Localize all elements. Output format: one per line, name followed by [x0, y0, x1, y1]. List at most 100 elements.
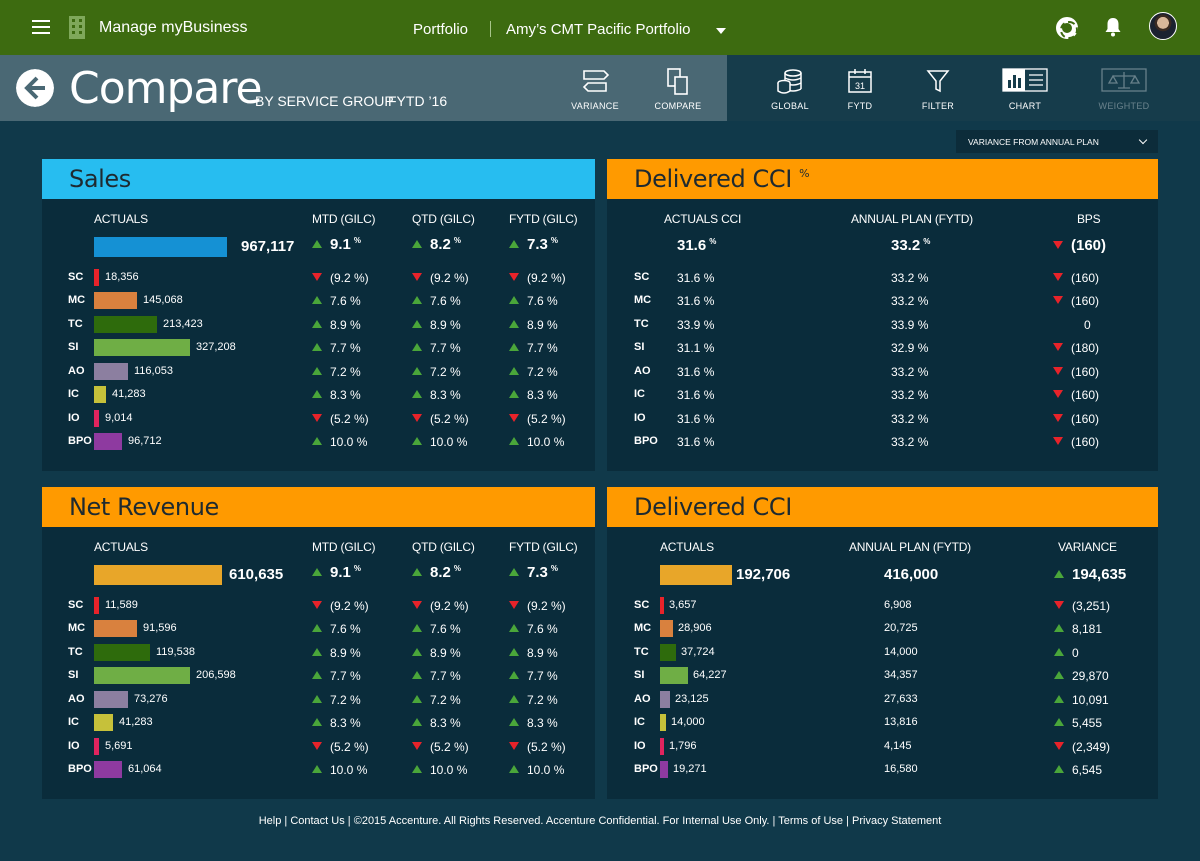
up-arrow-icon: [412, 648, 422, 656]
sales-header-actuals: ACTUALS: [94, 212, 148, 226]
cci-abs-panel-title: Delivered CCI: [607, 487, 1158, 527]
down-arrow-icon: [312, 273, 322, 281]
net_revenue-row-fytd-cell: (5.2 %): [509, 740, 566, 754]
sales-row-fytd: 7.7 %: [527, 341, 558, 355]
caret-down-icon[interactable]: [716, 28, 726, 34]
net_revenue-row-label: IC: [68, 716, 79, 728]
down-arrow-icon: [1054, 601, 1064, 609]
cci-pct-row-actual: 31.6 %: [677, 271, 715, 285]
cci-pct-title-unit: %: [799, 167, 810, 180]
sales-row-mtd: (5.2 %): [330, 412, 369, 426]
cci-abs-row-variance-cell: 0: [1054, 646, 1079, 660]
cci-pct-row-label: MC: [634, 294, 652, 306]
cci-pct-row-plan: 33.2 %: [891, 294, 929, 308]
variance-icon: [582, 70, 610, 92]
net_revenue-header-actuals: ACTUALS: [94, 540, 148, 554]
cci-pct-row-label: IC: [634, 388, 645, 400]
cci-abs-row-label: TC: [634, 646, 649, 658]
cci-abs-total-variance: 194,635: [1072, 566, 1127, 583]
delivered-cci-panel: Delivered CCI ACTUALS ANNUAL PLAN (FYTD) V…: [607, 487, 1158, 799]
user-avatar[interactable]: [1149, 12, 1177, 40]
cci-pct-panel-title: Delivered CCI %: [607, 159, 1158, 199]
footer-contact-link[interactable]: Contact Us: [290, 815, 345, 827]
fytd-button[interactable]: 31 FYTD: [825, 64, 895, 116]
menu-icon[interactable]: [32, 20, 50, 34]
net_revenue-row-bar: [94, 644, 150, 661]
chart-button[interactable]: CHART: [990, 64, 1060, 116]
down-arrow-icon: [312, 414, 322, 422]
up-arrow-icon: [312, 648, 322, 656]
sales-row-qtd-cell: 7.6 %: [412, 294, 461, 308]
net_revenue-row-mtd: 8.9 %: [330, 646, 361, 660]
sales-row-value: 18,356: [105, 271, 139, 283]
sales-row-fytd-cell: 10.0 %: [509, 435, 564, 449]
up-arrow-icon: [509, 390, 519, 398]
sales-row-mtd: 10.0 %: [330, 435, 368, 449]
cci-pct-row-actual: 31.6 %: [677, 435, 715, 449]
net_revenue-row-qtd: 10.0 %: [430, 763, 468, 777]
footer-terms-link[interactable]: Terms of Use: [778, 815, 844, 827]
up-arrow-icon: [312, 296, 322, 304]
cci-abs-row-actual: 1,796: [669, 740, 697, 752]
global-button[interactable]: GLOBAL: [755, 64, 825, 116]
compare-icon: [667, 68, 688, 95]
up-arrow-icon: [412, 390, 422, 398]
up-arrow-icon: [312, 624, 322, 632]
cci-abs-row-bar: [660, 738, 664, 755]
scales-icon: [1101, 68, 1147, 92]
portfolio-selector[interactable]: Amy’s CMT Pacific Portfolio: [506, 21, 691, 38]
cci-pct-row-bps-cell: (160): [1053, 412, 1099, 426]
compare-button[interactable]: COMPARE: [643, 64, 713, 116]
net_revenue-row-qtd-cell: 10.0 %: [412, 763, 467, 777]
net_revenue-row-mtd-cell: 7.7 %: [312, 669, 361, 683]
sales-total-mtd: 9.1: [330, 236, 351, 253]
sales-row-value: 96,712: [128, 435, 162, 447]
footer-privacy-link[interactable]: Privacy Statement: [852, 815, 942, 827]
help-lifebuoy-icon[interactable]: [1056, 17, 1078, 39]
net_revenue-row-label: BPO: [68, 763, 92, 775]
net_revenue-row-qtd-cell: 8.9 %: [412, 646, 461, 660]
cci-abs-row-bar: [660, 691, 670, 708]
down-arrow-icon: [312, 601, 322, 609]
cci-abs-row-plan: 16,580: [884, 763, 918, 775]
sales-row-fytd-cell: (5.2 %): [509, 412, 566, 426]
sales-total-qtd: 8.2: [430, 236, 451, 253]
net_revenue-row-qtd: 7.7 %: [430, 669, 461, 683]
cci-pct-row-bps: (160): [1071, 365, 1100, 379]
sales-row-mtd-cell: 7.6 %: [312, 294, 361, 308]
cci-pct-row-actual: 31.6 %: [677, 388, 715, 402]
sales-row-qtd: 7.6 %: [430, 294, 461, 308]
down-arrow-icon: [1053, 241, 1063, 249]
nav-portfolio-link[interactable]: Portfolio: [413, 21, 469, 38]
up-arrow-icon: [509, 624, 519, 632]
weighted-button[interactable]: WEIGHTED: [1089, 64, 1159, 116]
cci-abs-title: Delivered CCI: [634, 493, 792, 521]
variance-dropdown[interactable]: VARIANCE FROM ANNUAL PLAN: [956, 130, 1158, 153]
back-arrow-icon[interactable]: [16, 69, 54, 107]
net_revenue-row-qtd: 8.3 %: [430, 716, 461, 730]
up-arrow-icon: [509, 671, 519, 679]
down-arrow-icon: [509, 273, 519, 281]
up-arrow-icon: [412, 367, 422, 375]
net_revenue-total-value: 610,635: [229, 566, 284, 583]
sales-row-fytd-cell: 7.2 %: [509, 365, 558, 379]
cci-abs-row-actual: 19,271: [673, 763, 707, 775]
sales-row-value: 213,423: [163, 318, 203, 330]
cci-pct-total-actual-unit: %: [709, 237, 717, 246]
variance-button[interactable]: VARIANCE: [560, 64, 630, 116]
net_revenue-row-fytd-cell: 7.7 %: [509, 669, 558, 683]
net_revenue-row-mtd: (5.2 %): [330, 740, 369, 754]
sales-row-qtd-cell: 7.2 %: [412, 365, 461, 379]
filter-button[interactable]: FILTER: [903, 64, 973, 116]
up-arrow-icon: [1054, 648, 1064, 656]
sales-row-qtd-cell: 10.0 %: [412, 435, 467, 449]
weighted-label: WEIGHTED: [1098, 101, 1150, 111]
cci-abs-total-plan: 416,000: [884, 566, 939, 583]
app-title[interactable]: Manage myBusiness: [99, 19, 248, 36]
down-arrow-icon: [509, 742, 519, 750]
sales-row-mtd-cell: 8.3 %: [312, 388, 361, 402]
bell-icon[interactable]: [1104, 17, 1122, 37]
sales-total-value: 967,117: [241, 238, 295, 255]
footer-help-link[interactable]: Help: [258, 815, 282, 827]
sales-row-fytd: 7.2 %: [527, 365, 558, 379]
